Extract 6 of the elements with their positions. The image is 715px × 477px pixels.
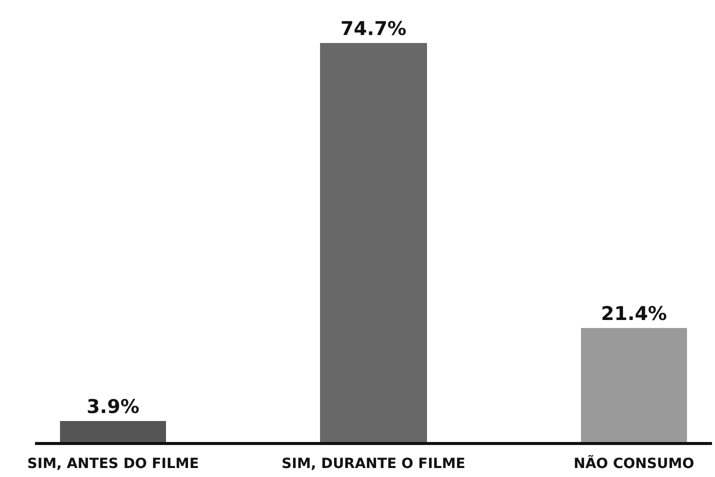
data-label: 74.7%: [340, 18, 406, 40]
data-label: 3.9%: [86, 396, 140, 418]
x-tick-label: NÃO CONSUMO: [574, 454, 694, 472]
x-tick-label: SIM, DURANTE O FILME: [282, 456, 466, 472]
data-label: 21.4%: [601, 303, 667, 325]
x-tick-label: SIM, ANTES DO FILME: [27, 456, 199, 472]
